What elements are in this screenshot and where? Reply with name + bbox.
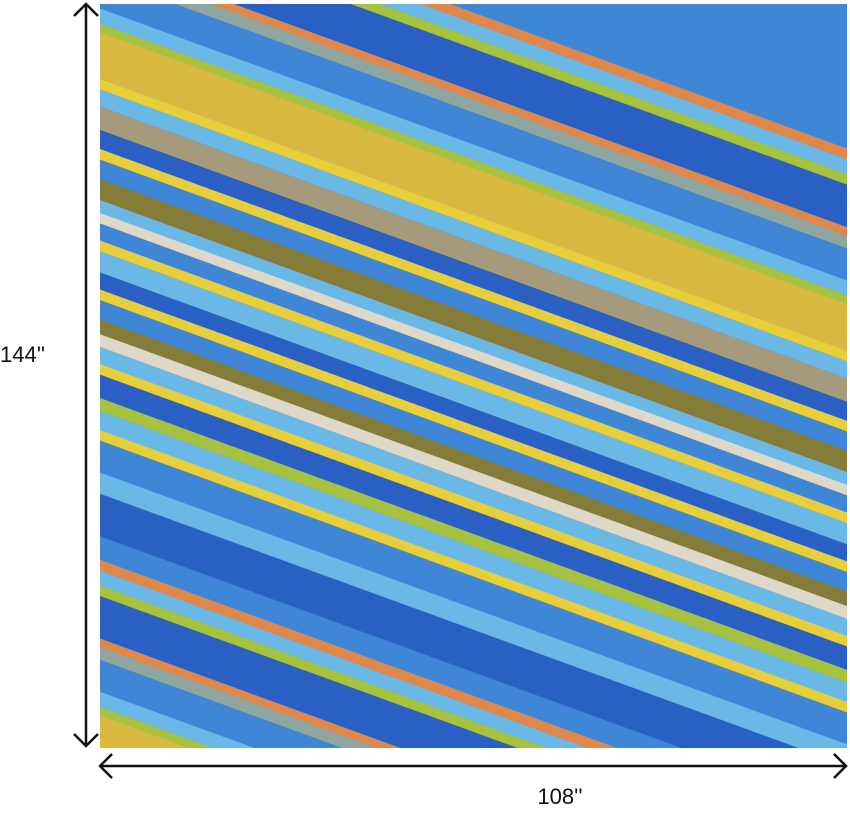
height-label: 144''	[0, 342, 46, 367]
rug-stripe	[100, 138, 847, 703]
rug-stripe	[100, 445, 847, 748]
rug-stripe	[100, 236, 847, 748]
rug-stripe	[100, 437, 847, 748]
width-label: 108''	[537, 784, 583, 809]
rug-stripe	[100, 4, 847, 515]
height-dimension-arrow	[73, 2, 99, 748]
rug-stripe	[100, 61, 847, 619]
rug-stripe	[100, 367, 847, 748]
rug-stripe	[100, 4, 847, 442]
rug-stripe	[100, 71, 847, 634]
rug-stripe	[100, 95, 847, 662]
rug-stripe	[100, 180, 847, 743]
rug-stripe	[100, 155, 847, 716]
rug-stripe	[100, 253, 847, 748]
rug-image	[100, 4, 847, 748]
rug-stripe	[100, 204, 847, 748]
rug-stripe	[100, 377, 847, 748]
rug-stripe	[100, 129, 847, 686]
rug-stripe	[100, 290, 847, 748]
rug-stripe	[100, 4, 847, 335]
rug-stripe	[100, 4, 847, 491]
rug-stripe	[100, 399, 847, 748]
rug-stripe	[100, 114, 847, 677]
rug-stripe	[100, 86, 847, 643]
rug-stripe	[100, 4, 847, 553]
width-dimension-arrow	[98, 753, 848, 779]
rug-stripe	[100, 390, 847, 748]
rug-stripe	[100, 31, 847, 598]
rug-stripe	[100, 4, 847, 312]
rug-stripe	[100, 4, 847, 500]
rug-stripe	[100, 347, 847, 748]
rug-stripe	[100, 168, 847, 728]
rug-stripe	[100, 4, 847, 322]
rug-stripe	[100, 456, 847, 748]
rug-stripe	[100, 262, 847, 748]
rug-stripe	[100, 195, 847, 748]
rug-stripe	[100, 4, 847, 536]
rug-stripe	[100, 309, 847, 748]
striped-rug-pattern	[100, 4, 847, 748]
rug-stripe	[100, 4, 847, 429]
rug-stripe	[100, 225, 847, 748]
rug-stripe	[100, 5, 847, 562]
rug-stripe	[100, 14, 847, 579]
rug-stripe	[100, 50, 847, 609]
rug-stripe	[100, 4, 847, 382]
rug-stripe	[100, 4, 847, 389]
rug-stripe	[100, 4, 847, 450]
rug-stripe	[100, 4, 847, 344]
rug-stripe	[100, 4, 847, 401]
